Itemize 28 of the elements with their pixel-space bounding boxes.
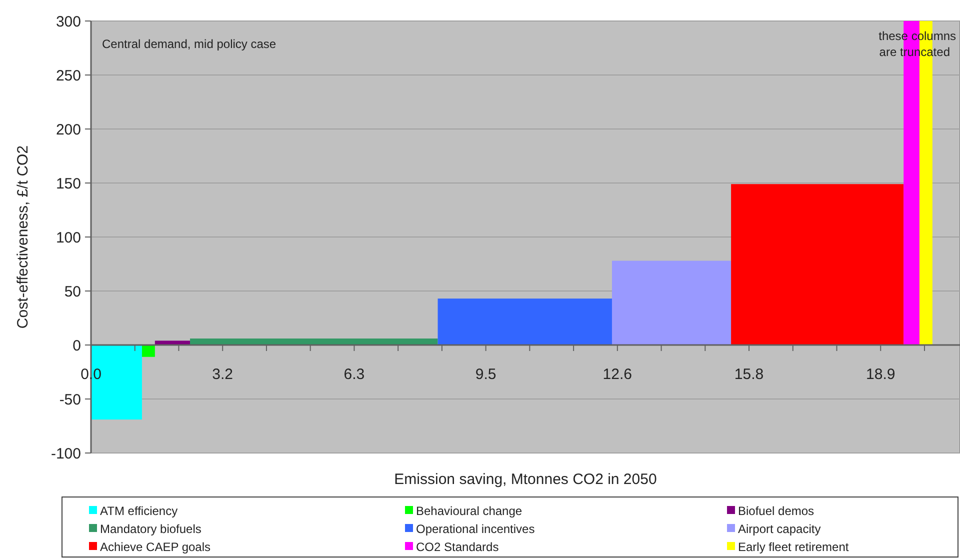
legend-label: Operational incentives [416, 522, 535, 536]
legend-label: Biofuel demos [738, 504, 814, 518]
legend-label: Achieve CAEP goals [100, 540, 211, 554]
x-tick-label: 0.0 [80, 366, 102, 383]
y-tick-label: 100 [56, 229, 81, 246]
y-tick-label: -50 [59, 391, 81, 408]
legend-label: ATM efficiency [100, 504, 178, 518]
y-tick-label: 0 [72, 337, 81, 354]
y-axis-title: Cost-effectiveness, £/t CO2 [14, 145, 32, 329]
x-tick-label: 15.8 [734, 366, 764, 383]
x-tick-label: 9.5 [475, 366, 496, 383]
x-axis-title: Emission saving, Mtonnes CO2 in 2050 [394, 471, 657, 488]
y-tick-label: 50 [64, 283, 81, 300]
legend-label: Airport capacity [738, 522, 821, 536]
x-tick-label: 18.9 [866, 366, 896, 383]
x-tick-label: 3.2 [212, 366, 234, 383]
x-tick-label: 12.6 [602, 366, 632, 383]
legend-label: CO2 Standards [416, 540, 499, 554]
y-tick-label: 300 [56, 13, 81, 30]
y-tick-label: 150 [56, 175, 81, 192]
y-tick-label: 200 [56, 121, 81, 138]
legend-label: Early fleet retirement [738, 540, 850, 554]
legend-label: Behavioural change [416, 504, 522, 518]
annotation: Central demand, mid policy case [102, 37, 276, 51]
legend-label: Mandatory biofuels [100, 522, 202, 536]
y-tick-label: 250 [56, 67, 81, 84]
y-tick-label: -100 [50, 445, 81, 462]
x-tick-label: 6.3 [344, 366, 365, 383]
